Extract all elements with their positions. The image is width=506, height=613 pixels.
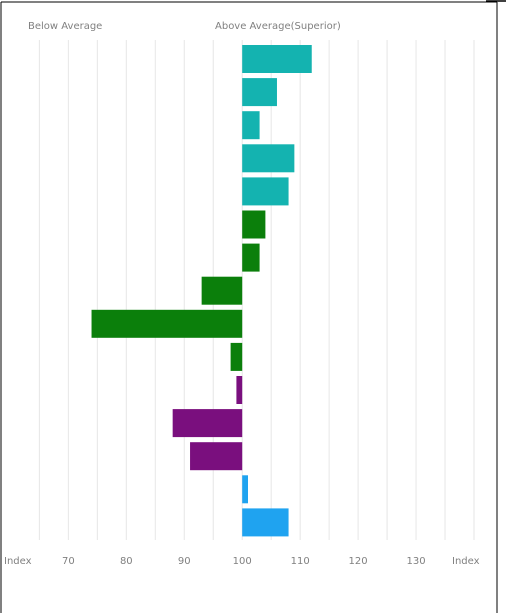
bar-6 bbox=[242, 210, 266, 239]
x-tick-label: 110 bbox=[291, 556, 310, 567]
x-tick-label: 100 bbox=[233, 556, 252, 567]
bar-11 bbox=[236, 376, 243, 404]
x-tick-labels: 70 80 90 100 110 120 130 bbox=[62, 556, 426, 567]
header-below-average: Below Average bbox=[28, 21, 102, 32]
bar-7 bbox=[242, 243, 260, 272]
bar-15 bbox=[242, 508, 289, 537]
header-above-average: Above Average(Superior) bbox=[215, 21, 341, 32]
bar-8 bbox=[201, 276, 243, 305]
bar-3 bbox=[242, 111, 260, 140]
x-tick-label: 120 bbox=[349, 556, 368, 567]
axis-label-left: Index bbox=[4, 556, 32, 567]
bar-series bbox=[91, 45, 312, 537]
bar-1 bbox=[242, 45, 312, 73]
bar-4 bbox=[242, 144, 295, 173]
axis-label-right: Index bbox=[452, 556, 480, 567]
bar-2 bbox=[242, 78, 277, 107]
x-tick-label: 80 bbox=[120, 556, 133, 567]
x-tick-label: 90 bbox=[178, 556, 191, 567]
bar-14 bbox=[242, 475, 248, 504]
bar-5 bbox=[242, 177, 289, 206]
bar-12 bbox=[172, 409, 243, 438]
x-tick-label: 70 bbox=[62, 556, 75, 567]
bar-10 bbox=[230, 342, 243, 371]
bar-13 bbox=[190, 442, 243, 471]
x-tick-label: 130 bbox=[407, 556, 426, 567]
bar-9 bbox=[91, 309, 243, 338]
